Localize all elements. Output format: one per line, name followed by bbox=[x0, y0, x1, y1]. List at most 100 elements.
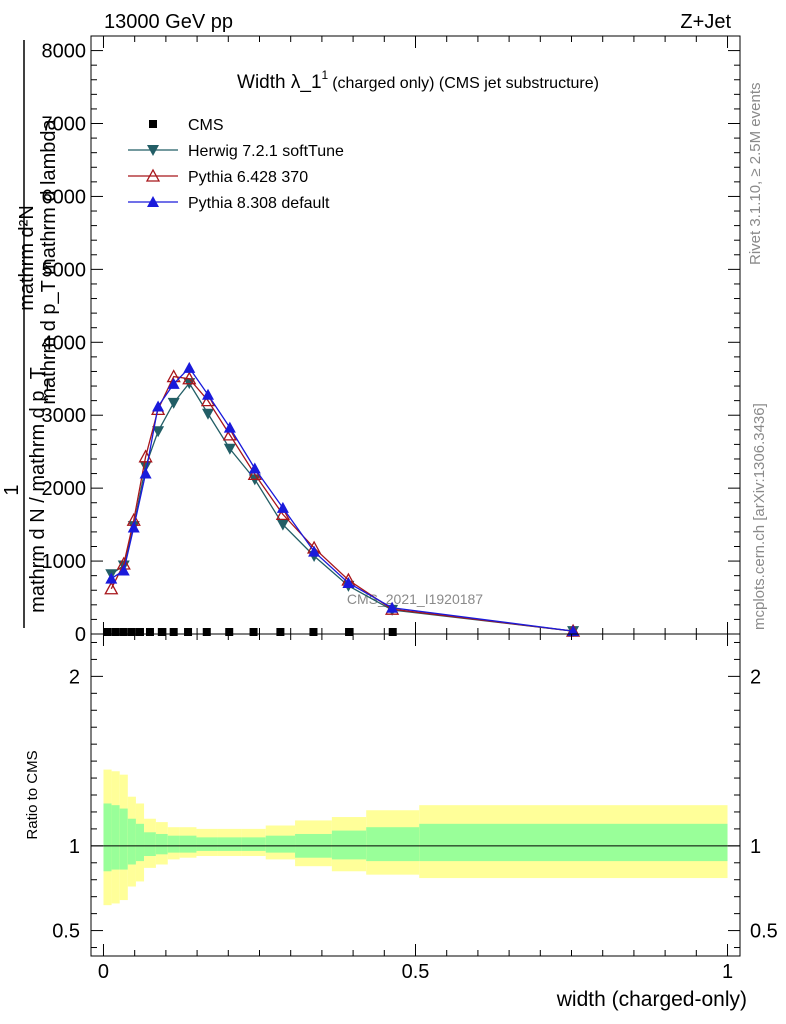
data-point bbox=[342, 576, 355, 588]
data-point bbox=[202, 388, 215, 400]
ratio-band-inner bbox=[144, 832, 156, 857]
x-axis-label: width (charged-only) bbox=[556, 988, 747, 1011]
series-pythia-8-308-default bbox=[105, 361, 580, 637]
data-point bbox=[184, 628, 193, 636]
data-point bbox=[167, 397, 180, 409]
ratio-band-inner bbox=[196, 837, 218, 851]
ratio-band-inner bbox=[419, 823, 728, 862]
data-point bbox=[183, 361, 196, 373]
data-point bbox=[388, 628, 397, 636]
ratio-panel: 0.5 0.51 12 2 0 0.5 1 Ratio to CMS width (cha… bbox=[24, 633, 778, 1011]
legend-entry: CMS bbox=[149, 117, 224, 134]
legend-entry: Herwig 7.2.1 softTune bbox=[128, 143, 344, 160]
ratio-band-inner bbox=[179, 835, 197, 853]
ylabel-numerator-sub: mathrm d p_T mathrm d lambda bbox=[38, 118, 60, 404]
y-tick-label: 4000 bbox=[42, 332, 87, 354]
ylabel-one: 1 bbox=[1, 484, 23, 495]
data-point bbox=[249, 628, 258, 636]
watermark: CMS_2021_I1920187 bbox=[347, 591, 483, 607]
legend-marker bbox=[149, 120, 157, 128]
header-left: 13000 GeV pp bbox=[104, 11, 233, 33]
data-point bbox=[202, 628, 211, 636]
ylabel-denominator: mathrm d N / mathrm d p_T bbox=[27, 367, 49, 613]
y-tick-label: 2000 bbox=[42, 478, 87, 500]
data-point bbox=[308, 545, 321, 557]
data-point bbox=[222, 427, 237, 441]
x-tick-label: 1 bbox=[722, 961, 733, 983]
data-point bbox=[127, 628, 136, 636]
data-point bbox=[169, 628, 178, 636]
ratio-y-tick-label: 2 bbox=[69, 666, 80, 688]
x-tick-label: 0.5 bbox=[402, 961, 430, 983]
data-point bbox=[139, 461, 152, 473]
data-point bbox=[567, 625, 580, 637]
data-point bbox=[145, 628, 154, 636]
data-point bbox=[276, 628, 285, 636]
main-x-ticks bbox=[102, 36, 729, 634]
ratio-y-axis: 0.5 0.5 1 1 2 2 bbox=[52, 641, 778, 949]
legend-entry: Pythia 8.308 default bbox=[128, 195, 330, 212]
series-line bbox=[110, 366, 574, 632]
data-point bbox=[103, 628, 112, 636]
ratio-band-inner bbox=[265, 835, 296, 853]
ratio-y-tick-label-right: 1 bbox=[750, 836, 761, 858]
data-point bbox=[345, 628, 354, 636]
y-tick-label: 3000 bbox=[42, 405, 87, 427]
main-y-label: mathrm d²N mathrm d p_T mathrm d lambda … bbox=[1, 40, 60, 628]
ratio-band-inner bbox=[331, 830, 367, 860]
ratio-y-tick-label-right: 2 bbox=[750, 666, 761, 688]
title-main: Width λ_1 bbox=[237, 72, 321, 93]
legend-marker bbox=[145, 168, 161, 182]
series-line bbox=[110, 375, 574, 632]
legend-marker bbox=[147, 145, 159, 156]
data-point bbox=[167, 377, 180, 389]
data-point bbox=[135, 628, 144, 636]
ratio-y-tick-label: 0.5 bbox=[52, 921, 80, 943]
legend: CMS Herwig 7.2.1 softTune Pythia 6.428 370… bbox=[128, 117, 344, 212]
ratio-band-inner bbox=[366, 827, 420, 862]
y-tick-label: 8000 bbox=[42, 41, 87, 63]
data-point bbox=[105, 572, 118, 584]
data-point bbox=[223, 443, 236, 455]
data-point bbox=[182, 371, 197, 385]
ratio-band-inner bbox=[103, 803, 112, 872]
y-tick-label: 5000 bbox=[42, 259, 87, 281]
data-point bbox=[247, 466, 262, 480]
data-point bbox=[223, 421, 236, 433]
ratio-x-axis: 0 0.5 1 bbox=[98, 634, 733, 983]
data-point bbox=[248, 462, 261, 474]
series-layer bbox=[103, 361, 581, 638]
legend-label: CMS bbox=[188, 117, 224, 134]
legend-marker bbox=[147, 196, 159, 207]
data-point bbox=[275, 507, 290, 521]
data-point bbox=[117, 564, 130, 576]
main-y-axis: 0 1000 2000 3000 4000 5000 6000 7000 8000 bbox=[42, 35, 740, 646]
main-panel: 0 1000 2000 3000 4000 5000 6000 7000 8000 CMS_20… bbox=[1, 35, 741, 646]
ylabel-numerator: mathrm d²N bbox=[16, 205, 38, 311]
series-line bbox=[110, 381, 574, 632]
data-point bbox=[111, 628, 120, 636]
series-cms bbox=[103, 628, 397, 636]
legend-label: Herwig 7.2.1 softTune bbox=[188, 143, 344, 160]
legend-label: Pythia 6.428 370 bbox=[188, 169, 308, 186]
data-point bbox=[157, 628, 166, 636]
data-point bbox=[119, 628, 128, 636]
ratio-bands bbox=[103, 769, 728, 906]
legend-entry: Pythia 6.428 370 bbox=[128, 168, 308, 186]
ratio-band-inner bbox=[167, 835, 180, 853]
title-sup: 1 bbox=[322, 68, 329, 82]
data-point bbox=[127, 521, 140, 533]
title-suffix: (charged only) (CMS jet substructure) bbox=[332, 75, 599, 92]
rivet-label: Rivet 3.1.10, ≥ 2.5M events bbox=[747, 83, 764, 266]
data-point bbox=[225, 628, 234, 636]
data-point bbox=[202, 408, 215, 420]
data-point bbox=[276, 519, 289, 531]
chart-title: Width λ_11 (charged only) (CMS jet substr… bbox=[237, 68, 599, 93]
y-tick-label: 0 bbox=[75, 624, 86, 646]
ratio-band-inner bbox=[119, 808, 128, 870]
data-point bbox=[152, 400, 165, 412]
data-point bbox=[276, 501, 289, 513]
ratio-y-tick-label: 1 bbox=[69, 836, 80, 858]
ratio-band-inner bbox=[111, 805, 120, 870]
